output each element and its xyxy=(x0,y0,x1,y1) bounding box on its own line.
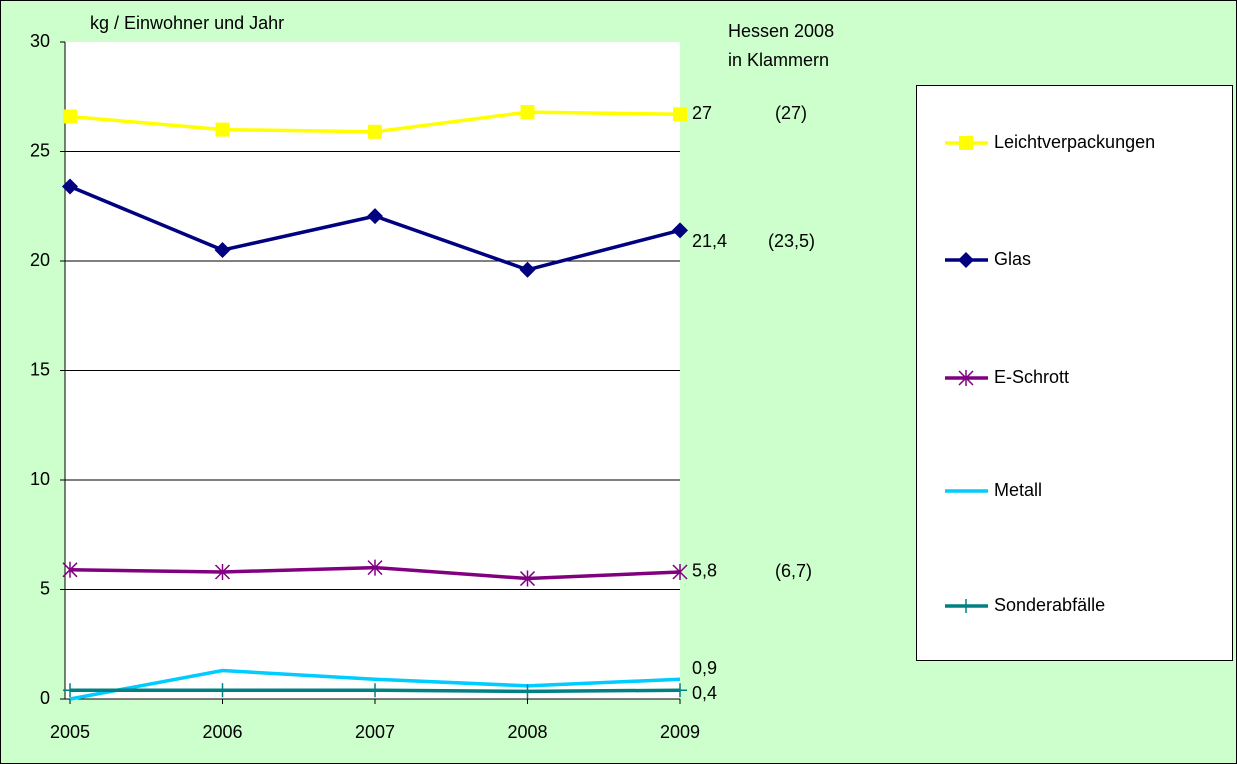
annotation: (27) xyxy=(775,103,807,123)
data-point xyxy=(520,105,535,120)
data-point xyxy=(215,122,230,137)
data-point xyxy=(62,178,78,195)
data-point xyxy=(214,242,231,259)
annotation: (6,7) xyxy=(775,561,812,581)
data-point xyxy=(367,208,383,225)
data-point xyxy=(63,109,77,124)
legend-marker xyxy=(959,136,973,150)
y-tick-label: 15 xyxy=(30,359,50,379)
data-point xyxy=(368,124,382,139)
data-point xyxy=(519,570,536,587)
data-point xyxy=(672,563,688,580)
data-point xyxy=(63,683,77,698)
data-label: 0,4 xyxy=(692,683,717,703)
data-point xyxy=(520,684,535,699)
legend-marker xyxy=(959,599,973,613)
data-point xyxy=(215,683,230,698)
y-tick-label: 0 xyxy=(40,688,50,708)
x-tick-label: 2007 xyxy=(355,722,395,742)
annotation: in Klammern xyxy=(728,50,829,70)
x-tick-label: 2006 xyxy=(202,722,242,742)
legend-label: Metall xyxy=(994,480,1042,500)
legend-box xyxy=(916,85,1233,661)
data-point xyxy=(368,683,382,698)
annotation: Hessen 2008 xyxy=(728,21,834,41)
data-label: 5,8 xyxy=(692,561,717,581)
data-label: 0,9 xyxy=(692,658,717,678)
data-point xyxy=(673,683,687,698)
data-point xyxy=(214,563,231,580)
data-label: 21,4 xyxy=(692,231,727,251)
series-line xyxy=(69,668,681,701)
data-label: 27 xyxy=(692,103,712,123)
legend-marker xyxy=(958,252,974,268)
annotation: (23,5) xyxy=(768,231,815,251)
x-tick-label: 2009 xyxy=(660,722,700,742)
y-tick-label: 5 xyxy=(40,578,50,598)
y-tick-label: 25 xyxy=(30,140,50,160)
data-point xyxy=(519,261,536,278)
x-tick-label: 2005 xyxy=(50,722,90,742)
legend-label: Glas xyxy=(994,249,1031,269)
legend-marker xyxy=(958,370,974,386)
legend-label: Leichtverpackungen xyxy=(994,132,1155,152)
data-point xyxy=(62,561,78,578)
data-point xyxy=(673,107,687,122)
y-tick-label: 20 xyxy=(30,250,50,270)
data-point xyxy=(672,222,688,239)
legend-label: E-Schrott xyxy=(994,367,1069,387)
legend-label: Sonderabfälle xyxy=(994,595,1105,615)
y-tick-label: 10 xyxy=(30,469,50,489)
x-tick-label: 2008 xyxy=(507,722,547,742)
data-point xyxy=(367,559,383,576)
y-tick-label: 30 xyxy=(30,31,50,51)
y-axis-label: kg / Einwohner und Jahr xyxy=(90,13,284,33)
